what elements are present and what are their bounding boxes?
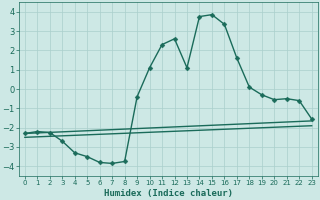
X-axis label: Humidex (Indice chaleur): Humidex (Indice chaleur)	[104, 189, 233, 198]
